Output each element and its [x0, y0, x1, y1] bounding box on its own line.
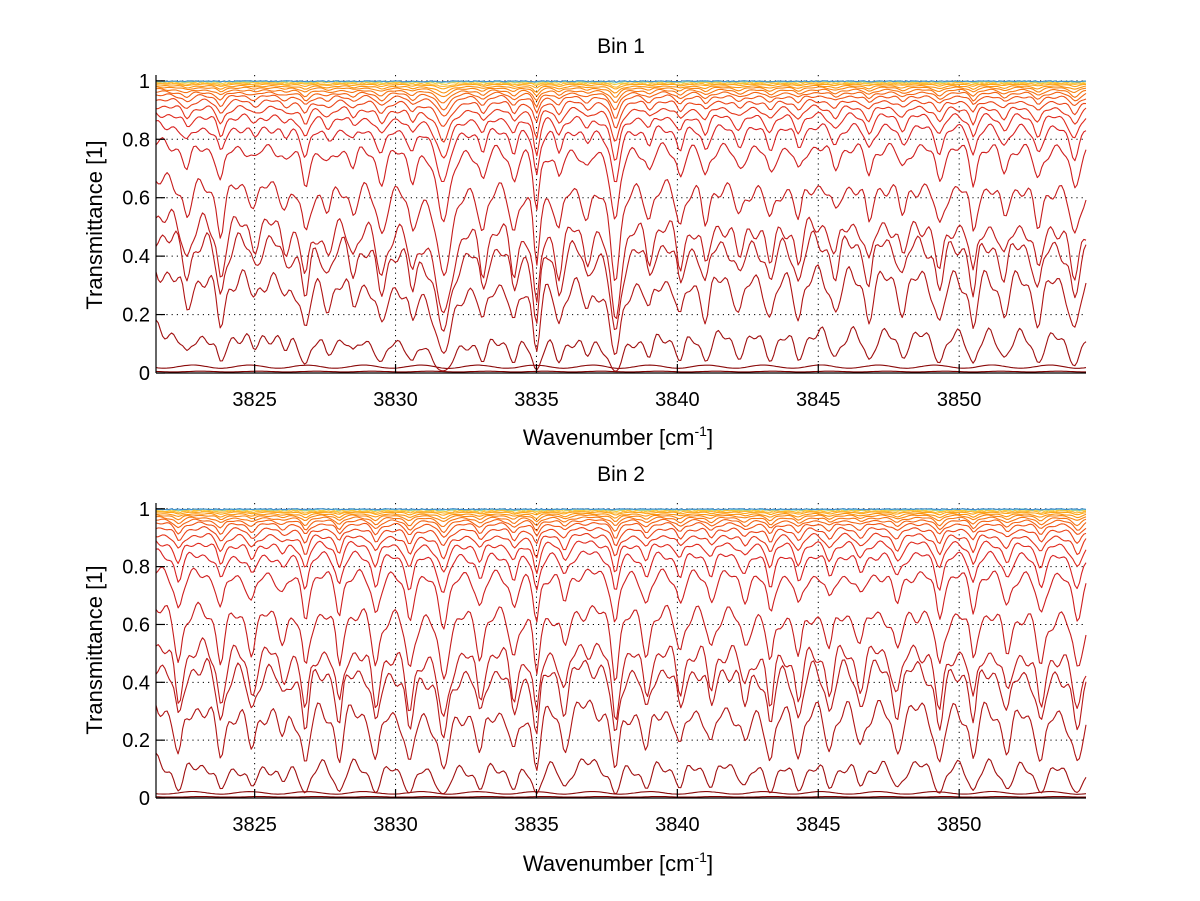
y-tick-label: 0.8 [122, 557, 150, 579]
x-tick-label: 3840 [655, 814, 700, 836]
series-line [156, 796, 1086, 798]
series-line [155, 93, 1087, 119]
y-tick-label: 0.2 [122, 305, 150, 327]
x-axis-label: Wavenumber [cm-1] [523, 423, 713, 450]
series-group [155, 80, 1087, 373]
series-line [155, 319, 1087, 372]
series-line [155, 637, 1087, 721]
series-line [155, 752, 1087, 795]
series-line [155, 104, 1087, 143]
series-line [155, 137, 1087, 223]
axes [155, 503, 1086, 799]
x-tick-label: 3830 [373, 389, 418, 411]
series-line [156, 532, 1087, 560]
series-line [155, 119, 1087, 183]
x-tick-label: 3845 [796, 814, 841, 836]
y-tick-labels: 0 0.2 0.4 0.6 0.8 1 [122, 499, 150, 810]
x-tick-label: 3840 [655, 389, 700, 411]
series-line [155, 81, 1087, 88]
x-axis-label: Wavenumber [cm-1] [523, 849, 713, 876]
series-line [155, 515, 1087, 528]
x-tick-label: 3835 [514, 389, 559, 411]
y-tick-label: 1 [139, 71, 150, 93]
y-tick-label: 0.2 [122, 730, 150, 752]
y-axis-label: Transmittance [1] [82, 140, 107, 309]
series-line [155, 790, 1087, 795]
y-tick-label: 0 [139, 788, 150, 810]
series-line [155, 514, 1087, 523]
chart-title: Bin 1 [597, 35, 645, 58]
x-tick-label: 3850 [937, 389, 982, 411]
series-line [155, 208, 1087, 319]
series-line [155, 90, 1087, 111]
series-line [155, 80, 1087, 83]
series-line [155, 509, 1086, 515]
y-tick-labels: 0 0.2 0.4 0.6 0.8 1 [122, 71, 150, 385]
x-tick-label: 3825 [232, 389, 277, 411]
series-line [155, 601, 1087, 681]
series-line [155, 172, 1087, 281]
series-line [155, 548, 1087, 593]
series-line [155, 87, 1087, 104]
series-line [155, 518, 1087, 534]
series-line [155, 521, 1087, 539]
y-tick-label: 0.6 [122, 614, 150, 636]
y-tick-label: 0.4 [122, 246, 150, 268]
grid [156, 75, 1086, 374]
chart-panel-bin-2: Bin 2 3825 3830 3835 3840 3845 3850 0 0.2 0.4 0.… [82, 463, 1087, 876]
x-tick-label: 3835 [514, 814, 559, 836]
series-line [155, 264, 1087, 355]
series-line [155, 566, 1087, 630]
series-line [155, 370, 1086, 373]
chart-title: Bin 2 [597, 463, 645, 486]
y-tick-label: 0 [139, 363, 150, 385]
series-group [155, 508, 1087, 798]
series-line [155, 230, 1087, 332]
y-tick-label: 1 [139, 499, 150, 521]
y-tick-label: 0.8 [122, 129, 150, 151]
series-line [155, 364, 1087, 369]
series-line [155, 84, 1087, 94]
series-line [155, 699, 1087, 772]
series-line [155, 83, 1086, 90]
x-tick-labels: 3825 3830 3835 3840 3845 3850 [232, 389, 981, 411]
series-line [155, 111, 1087, 161]
y-axis-label: Transmittance [1] [82, 565, 107, 734]
series-line [155, 97, 1087, 129]
series-line [155, 657, 1087, 739]
series-line [155, 508, 1087, 511]
axes [155, 75, 1086, 374]
x-tick-label: 3850 [937, 814, 982, 836]
series-line [155, 511, 1087, 516]
y-tick-label: 0.4 [122, 672, 150, 694]
chart-panel-bin-1: Bin 1 3825 3830 3835 3840 3845 3850 0 0.2 0.4 0.… [82, 35, 1087, 450]
y-tick-label: 0.6 [122, 188, 150, 210]
x-tick-label: 3845 [796, 389, 841, 411]
series-line [155, 86, 1087, 98]
grid [156, 503, 1086, 799]
series-line [155, 540, 1087, 575]
series-line [155, 512, 1087, 520]
x-tick-labels: 3825 3830 3835 3840 3845 3850 [232, 814, 981, 836]
x-tick-label: 3830 [373, 814, 418, 836]
x-tick-label: 3825 [232, 814, 277, 836]
series-line [155, 526, 1087, 547]
